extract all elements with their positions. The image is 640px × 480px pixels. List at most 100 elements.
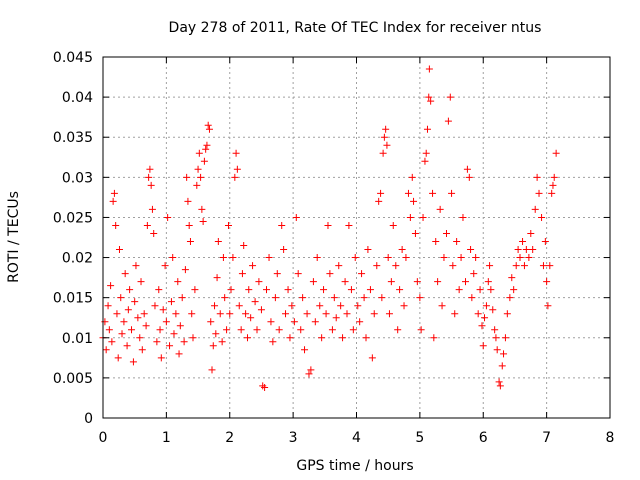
data-point: [284, 286, 292, 294]
data-point: [170, 330, 178, 338]
data-point: [550, 173, 558, 181]
data-point: [145, 173, 153, 181]
data-point: [136, 334, 144, 342]
data-point: [406, 213, 414, 221]
data-point: [548, 189, 556, 197]
data-point: [489, 306, 497, 314]
data-point: [151, 302, 159, 310]
data-point: [257, 306, 265, 314]
data-point: [219, 254, 227, 262]
data-point: [339, 334, 347, 342]
data-point: [451, 310, 459, 318]
data-point: [124, 306, 132, 314]
data-point: [378, 294, 386, 302]
data-point: [126, 286, 134, 294]
data-point: [232, 149, 240, 157]
data-point: [400, 302, 408, 310]
data-point: [465, 173, 473, 181]
data-point: [535, 189, 543, 197]
data-point: [354, 302, 362, 310]
data-point: [402, 254, 410, 262]
data-point: [101, 318, 109, 326]
data-point: [474, 310, 482, 318]
data-point: [328, 326, 336, 334]
data-point: [197, 173, 205, 181]
data-point: [449, 262, 457, 270]
data-point: [478, 322, 486, 330]
data-point: [522, 246, 530, 254]
data-point: [495, 378, 503, 386]
data-point: [529, 246, 537, 254]
data-point: [159, 306, 167, 314]
data-point: [271, 294, 279, 302]
data-point: [360, 294, 368, 302]
data-point: [207, 318, 215, 326]
y-tick-label: 0: [84, 411, 93, 427]
data-point: [366, 286, 374, 294]
data-point: [453, 238, 461, 246]
data-point: [482, 302, 490, 310]
data-point: [479, 342, 487, 350]
data-point: [214, 238, 222, 246]
data-point: [337, 302, 345, 310]
data-point: [184, 197, 192, 205]
data-point: [438, 302, 446, 310]
x-tick-label: 1: [162, 430, 171, 446]
data-point: [191, 286, 199, 294]
data-point: [514, 246, 522, 254]
data-point: [448, 189, 456, 197]
data-point: [375, 197, 383, 205]
data-point: [457, 254, 465, 262]
data-point: [392, 262, 400, 270]
data-point: [508, 274, 516, 282]
y-tick-label: 0.02: [62, 251, 93, 267]
data-point: [349, 326, 357, 334]
data-point: [176, 322, 184, 330]
data-point: [255, 278, 263, 286]
data-point: [398, 246, 406, 254]
data-point: [425, 93, 433, 101]
data-point: [265, 254, 273, 262]
data-point: [123, 342, 131, 350]
data-point: [243, 334, 251, 342]
data-point: [549, 181, 557, 189]
data-point: [273, 270, 281, 278]
data-point: [267, 318, 275, 326]
data-point: [147, 181, 155, 189]
data-point: [275, 326, 283, 334]
data-point: [224, 221, 232, 229]
data-point: [411, 229, 419, 237]
x-tick-label: 3: [289, 430, 298, 446]
data-point: [552, 149, 560, 157]
scatter-points: [99, 65, 560, 392]
data-point: [128, 326, 136, 334]
data-point: [209, 342, 217, 350]
chart-title: Day 278 of 2011, Rate Of TEC Index for r…: [169, 20, 542, 36]
data-point: [440, 254, 448, 262]
data-point: [525, 254, 533, 262]
data-point: [492, 334, 500, 342]
data-point: [237, 326, 245, 334]
data-point: [189, 334, 197, 342]
x-axis-label: GPS time / hours: [296, 458, 413, 474]
data-point: [223, 326, 231, 334]
y-tick-label: 0.005: [53, 371, 93, 387]
x-tick-label: 7: [542, 430, 551, 446]
data-point: [107, 282, 115, 290]
data-point: [150, 229, 158, 237]
data-point: [512, 262, 520, 270]
data-point: [202, 145, 210, 153]
y-axis-label: ROTI / TECUs: [6, 191, 22, 283]
data-point: [120, 318, 128, 326]
data-point: [423, 125, 431, 133]
data-point: [278, 221, 286, 229]
data-point: [546, 262, 554, 270]
x-tick-label: 2: [225, 430, 234, 446]
x-tick-label: 8: [606, 430, 615, 446]
data-point: [341, 278, 349, 286]
data-point: [164, 213, 172, 221]
data-point: [347, 286, 355, 294]
data-point: [501, 334, 509, 342]
data-point: [362, 334, 370, 342]
